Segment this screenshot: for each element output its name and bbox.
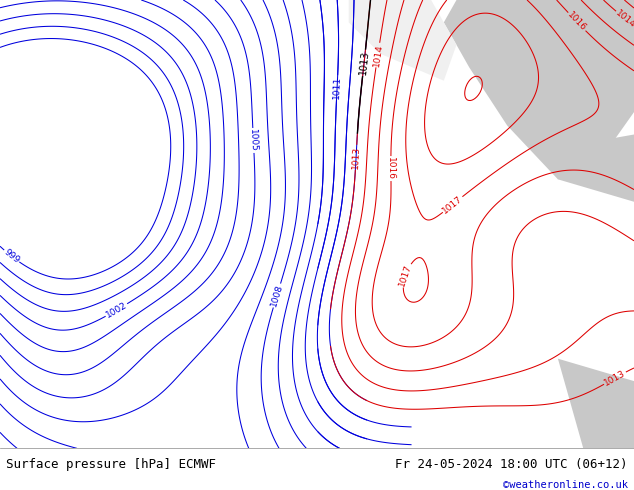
Text: 1013: 1013: [358, 50, 370, 75]
Text: ©weatheronline.co.uk: ©weatheronline.co.uk: [503, 480, 628, 490]
Text: 1014: 1014: [372, 43, 384, 67]
Text: Fr 24-05-2024 18:00 UTC (06+12): Fr 24-05-2024 18:00 UTC (06+12): [395, 458, 628, 471]
Text: 1002: 1002: [105, 300, 129, 320]
Polygon shape: [444, 0, 634, 179]
Text: 1017: 1017: [398, 263, 413, 288]
Polygon shape: [558, 135, 634, 202]
Text: 999: 999: [2, 247, 21, 265]
Polygon shape: [349, 0, 456, 81]
Text: Surface pressure [hPa] ECMWF: Surface pressure [hPa] ECMWF: [6, 458, 216, 471]
Text: 1016: 1016: [386, 157, 396, 180]
Text: 1014: 1014: [614, 8, 634, 30]
Polygon shape: [558, 359, 634, 448]
Text: 1011: 1011: [332, 76, 342, 99]
Text: 1005: 1005: [249, 129, 259, 152]
Text: 1016: 1016: [566, 10, 588, 33]
Text: 1017: 1017: [441, 194, 465, 215]
Text: 1008: 1008: [269, 283, 285, 308]
Text: 1013: 1013: [603, 368, 627, 388]
Text: 1013: 1013: [351, 146, 361, 169]
